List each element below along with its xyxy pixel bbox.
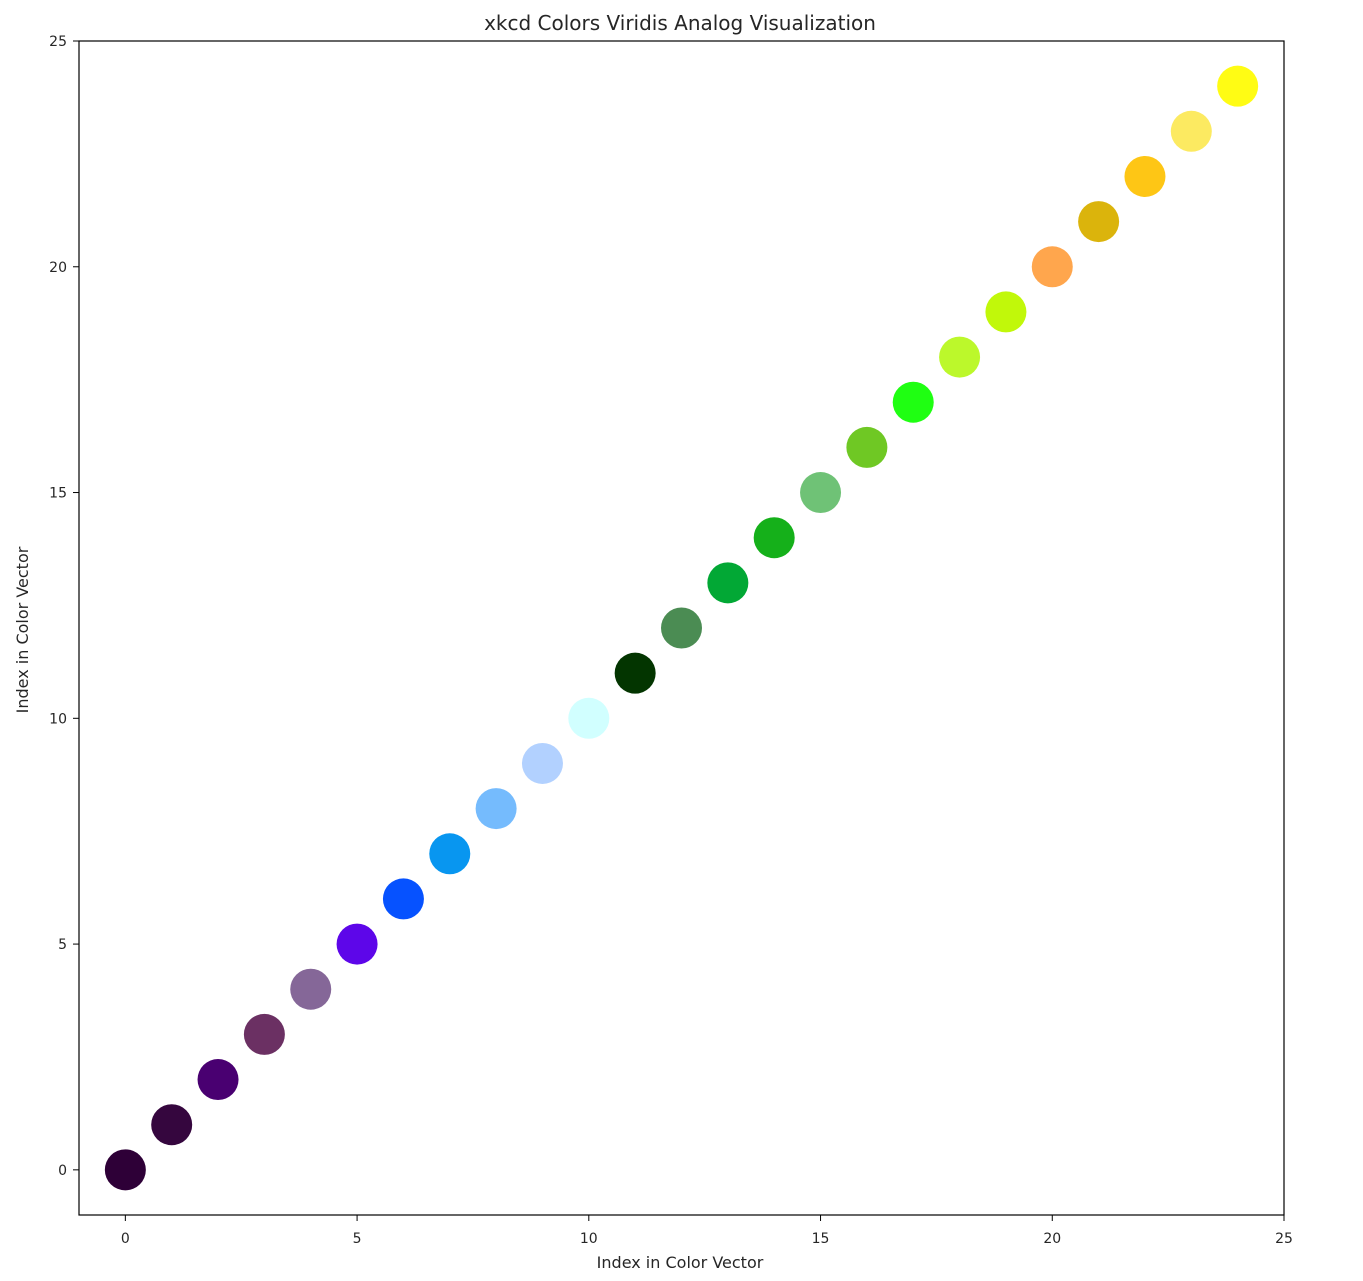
chart-title: xkcd Colors Viridis Analog Visualization (484, 11, 876, 35)
scatter-point-21 (1078, 201, 1120, 243)
y-axis-ticks: 0 5 10 15 20 25 (49, 34, 79, 1179)
y-tick-label: 0 (58, 1163, 67, 1179)
y-axis-label: Index in Color Vector (13, 546, 32, 713)
x-tick-label: 5 (353, 1231, 362, 1247)
scatter-point-15 (800, 472, 842, 514)
scatter-point-19 (985, 291, 1027, 333)
scatter-point-14 (753, 517, 795, 559)
y-tick-label: 5 (58, 937, 67, 953)
scatter-point-17 (892, 381, 934, 423)
scatter-point-12 (661, 607, 702, 649)
y-tick-label: 10 (49, 711, 67, 727)
scatter-point-2 (197, 1059, 239, 1101)
x-axis-label: Index in Color Vector (597, 1253, 764, 1272)
scatter-point-22 (1124, 155, 1166, 197)
x-tick-label: 25 (1275, 1231, 1293, 1247)
scatter-point-11 (614, 652, 656, 694)
scatter-point-4 (290, 968, 332, 1010)
scatter-point-18 (939, 336, 981, 378)
scatter-point-8 (475, 788, 517, 830)
scatter-point-9 (521, 742, 563, 784)
x-tick-label: 0 (121, 1231, 130, 1247)
x-tick-label: 20 (1043, 1231, 1061, 1247)
x-axis-ticks: 0 5 10 15 20 25 (121, 1215, 1293, 1247)
x-tick-label: 10 (580, 1231, 598, 1247)
y-tick-label: 20 (49, 260, 67, 276)
y-tick-label: 25 (49, 34, 67, 50)
plot-area-frame (78, 40, 1285, 1216)
scatter-points (104, 65, 1259, 1191)
x-tick-label: 15 (812, 1231, 830, 1247)
scatter-point-24 (1217, 65, 1259, 107)
scatter-point-10 (568, 697, 610, 739)
scatter-point-5 (336, 923, 378, 965)
scatter-point-6 (382, 878, 424, 920)
scatter-point-16 (846, 426, 888, 468)
scatter-point-1 (151, 1104, 193, 1146)
scatter-point-3 (243, 1013, 285, 1055)
scatter-point-20 (1031, 246, 1073, 288)
y-tick-label: 15 (49, 486, 67, 502)
scatter-point-0 (104, 1149, 146, 1191)
scatter-point-13 (707, 562, 749, 604)
scatter-point-7 (429, 833, 471, 875)
scatter-point-23 (1170, 110, 1212, 152)
